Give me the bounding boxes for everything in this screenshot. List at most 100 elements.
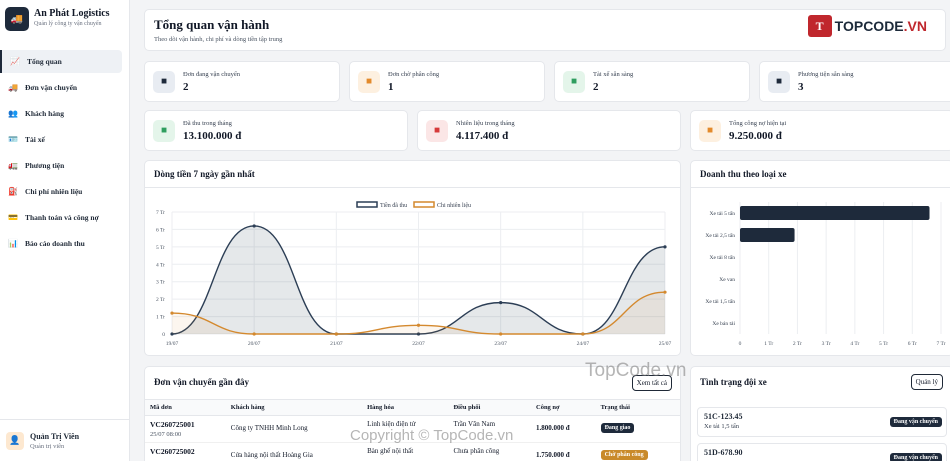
y-category-label: Xe van [719,277,735,283]
stat-label: Đơn chờ phân công [388,70,440,78]
revenue-by-type-chart: 0 1 Tr 2 Tr 3 Tr 4 Tr 5 Tr 6 Tr 7 Tr Xe tải 5 tấ… [705,202,946,347]
series-point [499,332,503,336]
user-profile[interactable]: 👤 Quản Trị Viên Quản trị viên [0,419,130,461]
table-row[interactable]: VC260725002 Cửa hàng nội thất Hoàng Gia Bà… [145,442,680,461]
user-avatar-icon: 👤 [6,431,24,450]
stat-value: 4.117.400 đ [456,129,509,142]
bar [740,206,930,220]
user-name: Quản Trị Viên [30,431,80,441]
stats_top-card-3: ■ Phương tiện sẵn sàng 3 [759,61,950,102]
x-tick-label: 23/07 [494,341,507,347]
cashflow-chart: Tiền đã thu Chi nhiên liệu 0 1 Tr 2 Tr 3 Tr 4 … [156,201,672,347]
sidebar-item-5[interactable]: ⛽ Chi phí nhiên liệu [0,180,129,203]
box-icon: ■ [358,70,380,93]
stat-value: 9.250.000 đ [729,129,782,142]
sidebar-item-4[interactable]: 🚛 Phương tiện [0,154,129,177]
stats_top-card-1: ■ Đơn chờ phân công 1 [349,61,545,102]
recent-orders-table: Mã đơn Khách hàng Hàng hóa Điều phối Công nợ… [145,399,680,461]
series-point [252,224,256,228]
y-category-label: Xe tải 5 tấn [709,210,735,217]
order-customer: Cửa hàng nội thất Hoàng Gia [225,442,363,461]
sidebar-item-label: Thanh toán và công nợ [25,213,99,222]
stat-value: 2 [593,80,599,93]
sidebar-item-6[interactable]: 💳 Thanh toán và công nợ [0,206,129,229]
page-title: Tổng quan vận hành [154,17,270,32]
series-point [663,290,667,294]
stat-value: 13.100.000 đ [183,129,242,142]
fuel-icon: ⛽ [8,187,18,196]
x-tick-label: 24/07 [577,341,590,347]
y-tick-label: 3 Tr [156,280,165,286]
series-point [581,332,585,336]
sidebar-item-0[interactable]: 📈 Tổng quan [0,50,122,73]
fuel-icon: ■ [426,119,448,142]
x-tick-label: 0 [739,341,742,347]
y-tick-label: 6 Tr [156,227,165,233]
brand-subtitle: Quản lý công ty vận chuyển [34,21,102,27]
topcode-logo-suffix: .VN [903,18,927,34]
stat-value: 3 [798,80,804,93]
fleet-status-badge: Đang vận chuyển [889,453,942,461]
vehicle-icon: 🚛 [8,161,18,170]
fleet-item[interactable]: 51C-123.45 Xe tải 1,5 tấn Đang vận chuyển [697,407,947,437]
bar [740,228,795,242]
payment-icon: 💳 [8,213,18,222]
status-badge: Chờ phân công [600,450,648,460]
sidebar-item-1[interactable]: 🚚 Đơn vận chuyển [0,76,129,99]
fleet-type: Xe tải 1,5 tấn [704,423,740,430]
fleet-status-panel: Tình trạng đội xe Quản lý 51C-123.45 Xe t… [690,366,950,461]
stats_top-card-2: ■ Tài xế sẵn sàng 2 [554,61,750,102]
stat-label: Tài xế sẵn sàng [593,70,634,78]
manage-fleet-button[interactable]: Quản lý [910,374,943,390]
stats_top-card-0: ■ Đơn đang vận chuyển 2 [144,61,340,102]
fleet-item[interactable]: 51D-678.90 Đang vận chuyển [697,443,947,461]
revenue-by-type-panel: Doanh thu theo loại xe 0 1 Tr 2 Tr 3 Tr 4 Tr… [690,160,950,356]
order-code[interactable]: VC260725002 [150,447,195,456]
stats_bottom-card-1: ■ Nhiên liệu trong tháng 4.117.400 đ [417,110,681,151]
users-icon: 👥 [8,109,18,118]
fleet-plate: 51D-678.90 [704,448,743,457]
order-dispatch: Chưa phân công [448,442,531,461]
vehicle-icon: ■ [768,70,790,93]
series-point [334,332,338,336]
user-role: Quản trị viên [30,442,65,450]
sidebar-item-2[interactable]: 👥 Khách hàng [0,102,129,125]
fleet-status-badge: Đang vận chuyển [889,417,942,427]
order-code[interactable]: VC260725001 [150,420,195,429]
x-tick-label: 3 Tr [822,341,831,347]
y-tick-label: 7 Tr [156,210,165,216]
cashflow-panel: Dòng tiền 7 ngày gần nhất Tiền đã thu Chi… [144,160,681,356]
page-header: Tổng quan vận hành Theo dõi vận hành, ch… [144,9,946,51]
sidebar-item-7[interactable]: 📊 Báo cáo doanh thu [0,232,129,255]
recent-orders-panel: Đơn vận chuyển gần đây Xem tất cả Mã đơn… [144,366,681,461]
stat-value: 2 [183,80,189,93]
cashflow-title: Dòng tiền 7 ngày gần nhất [154,169,255,179]
y-tick-label: 5 Tr [156,245,165,251]
y-tick-label: 4 Tr [156,262,165,268]
truck-logo-icon: 🚚 [5,7,29,31]
fleet-plate: 51C-123.45 [704,412,743,421]
legend-swatch [356,201,378,208]
x-tick-label: 2 Tr [793,341,802,347]
brand-name: An Phát Logistics [34,8,110,19]
y-tick-label: 2 Tr [156,297,165,303]
stat-label: Nhiên liệu trong tháng [456,119,515,127]
x-tick-label: 5 Tr [879,341,888,347]
driver-icon: ■ [563,70,585,93]
sidebar: 🚚 An Phát Logistics Quản lý công ty vận … [0,0,130,461]
series-point [416,323,421,327]
table-row[interactable]: VC260725001 25/07 08:00 Công ty TNHH Minh … [145,415,680,443]
chart-line-icon: 📈 [10,57,20,66]
sidebar-item-3[interactable]: 🪪 Tài xế [0,128,129,151]
view-all-orders-button[interactable]: Xem tất cả [631,375,672,391]
series-point [663,245,667,249]
x-tick-label: 4 Tr [850,341,859,347]
x-tick-label: 20/07 [248,341,261,347]
x-tick-label: 7 Tr [936,341,945,347]
x-tick-label: 25/07 [659,341,672,347]
column-header: Hàng hóa [362,399,449,416]
stat-label: Đơn đang vận chuyển [183,70,241,78]
sidebar-item-label: Báo cáo doanh thu [25,239,85,248]
invoice-icon: ■ [699,119,721,142]
stat-label: Tổng công nợ hiện tại [729,119,787,127]
